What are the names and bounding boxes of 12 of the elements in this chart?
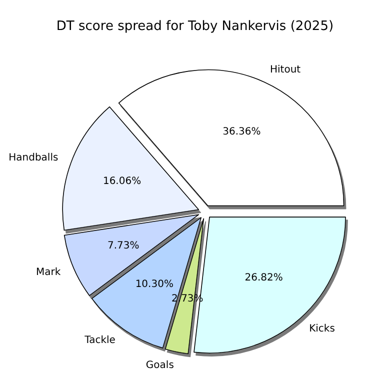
data-label: 36.36% bbox=[222, 126, 261, 138]
slice-label: Tackle bbox=[84, 334, 116, 346]
slice-label: Mark bbox=[36, 266, 61, 278]
data-label: 26.82% bbox=[244, 272, 283, 284]
data-label: 16.06% bbox=[102, 176, 142, 188]
data-label: 10.30% bbox=[135, 279, 174, 290]
slice-label: Handballs bbox=[8, 152, 58, 164]
slice-label: Hitout bbox=[270, 64, 301, 76]
chart-title: DT score spread for Toby Nankervis (2025) bbox=[56, 19, 334, 34]
data-label: 7.73% bbox=[108, 240, 140, 252]
slice-label: Kicks bbox=[309, 323, 335, 334]
slice-label: Goals bbox=[146, 360, 174, 372]
